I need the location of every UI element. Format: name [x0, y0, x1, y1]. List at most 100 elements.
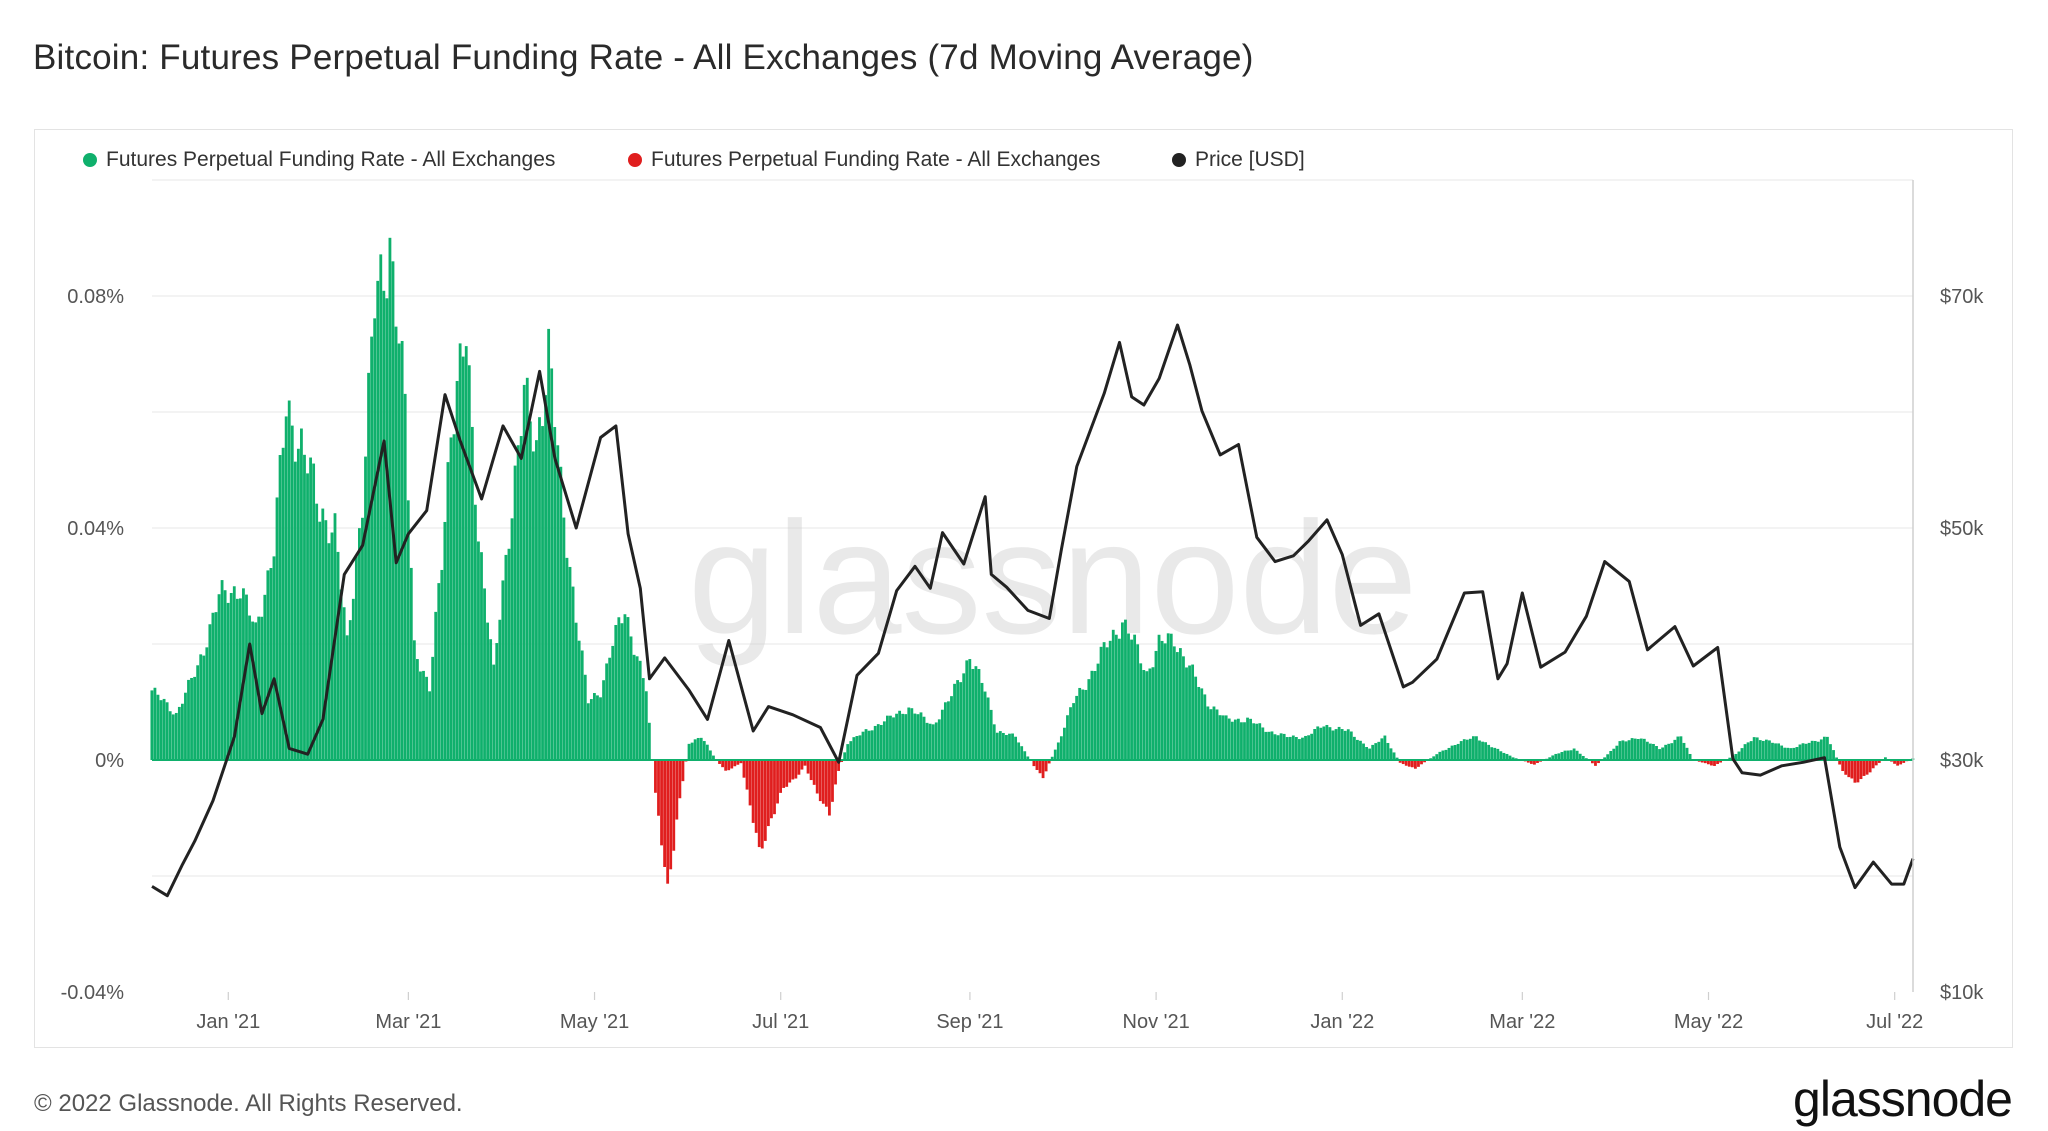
funding-bar-positive: [1359, 740, 1362, 760]
funding-bar-positive: [1356, 739, 1359, 760]
funding-bar-positive: [1133, 634, 1137, 760]
funding-bar-positive: [632, 654, 636, 760]
funding-bar-positive: [947, 701, 950, 760]
footer-brand-logo[interactable]: glassnode: [1793, 1071, 2013, 1127]
funding-bar-negative: [678, 760, 682, 799]
funding-bar-negative: [1856, 760, 1860, 783]
funding-bar-positive: [1322, 726, 1326, 760]
funding-bar-positive: [1758, 740, 1762, 760]
funding-bar-positive: [1093, 670, 1097, 760]
funding-bar-positive: [403, 393, 407, 760]
funding-bar-positive: [1072, 703, 1075, 760]
funding-bar-negative: [1401, 760, 1405, 765]
funding-bar-positive: [1163, 643, 1167, 760]
funding-bar-positive: [1124, 619, 1127, 760]
funding-bar-negative: [1847, 760, 1851, 778]
funding-bar-positive: [1191, 664, 1195, 760]
funding-bar-positive: [1139, 663, 1143, 760]
x-tick-label: Jul '21: [752, 1011, 809, 1033]
funding-bar-positive: [278, 455, 282, 760]
legend-label-funding-positive: Futures Perpetual Funding Rate - All Exc…: [106, 148, 556, 171]
funding-bar-positive: [385, 298, 389, 760]
funding-bar-positive: [846, 744, 850, 760]
right-tick-label: $30k: [1940, 750, 1984, 772]
funding-bar-negative: [1417, 760, 1420, 767]
left-tick-label: 0.04%: [67, 518, 124, 540]
funding-bar-positive: [1063, 727, 1066, 760]
funding-bar-negative: [803, 760, 807, 766]
funding-bar-positive: [223, 590, 227, 760]
funding-bar-positive: [1786, 747, 1790, 760]
funding-bar-negative: [1410, 760, 1414, 768]
funding-bar-positive: [1645, 741, 1649, 760]
funding-bar-positive: [1627, 740, 1631, 760]
funding-bar-positive: [1377, 741, 1381, 760]
funding-bar-positive: [1233, 719, 1237, 760]
funding-bar-positive: [480, 552, 483, 760]
funding-bar-positive: [986, 697, 990, 760]
funding-bar-positive: [1130, 639, 1133, 760]
funding-bar-positive: [1511, 757, 1515, 760]
funding-bar-positive: [235, 598, 239, 760]
funding-bar-positive: [449, 437, 453, 760]
funding-bar-negative: [1398, 760, 1402, 763]
funding-bar-positive: [153, 687, 157, 760]
funding-bar-positive: [303, 454, 306, 760]
funding-bar-positive: [1160, 640, 1164, 760]
funding-bar-positive: [556, 445, 560, 760]
funding-bar-positive: [1279, 733, 1283, 760]
funding-bar-positive: [1059, 736, 1063, 760]
legend-item-funding-negative[interactable]: Futures Perpetual Funding Rate - All Exc…: [628, 148, 1100, 172]
funding-bar-negative: [809, 760, 813, 781]
funding-bar-positive: [1816, 741, 1820, 760]
funding-bar-positive: [565, 557, 569, 760]
chart-panel: [34, 129, 2013, 1048]
funding-bar-positive: [599, 697, 602, 760]
funding-bar-positive: [1185, 667, 1188, 760]
funding-bar-positive: [1368, 748, 1372, 760]
funding-bar-positive: [339, 589, 343, 760]
funding-bar-positive: [547, 328, 551, 760]
funding-bar-positive: [1481, 741, 1484, 760]
legend-item-funding-positive[interactable]: Futures Perpetual Funding Rate - All Exc…: [83, 148, 555, 172]
funding-bar-positive: [1438, 751, 1442, 760]
funding-bar-positive: [409, 567, 413, 760]
funding-bar-positive: [1435, 754, 1439, 760]
funding-bar-positive: [1194, 676, 1198, 760]
funding-bar-positive: [300, 428, 303, 760]
funding-bar-positive: [1578, 753, 1582, 760]
funding-bar-positive: [858, 735, 862, 760]
x-tick-label: May '22: [1674, 1011, 1743, 1033]
funding-bar-positive: [1114, 634, 1118, 760]
funding-bar-positive: [1453, 745, 1457, 760]
funding-bar-positive: [464, 346, 468, 760]
funding-bar-positive: [528, 421, 532, 760]
funding-bar-positive: [571, 586, 575, 760]
funding-bar-positive: [156, 694, 160, 760]
funding-bar-positive: [1740, 748, 1744, 760]
funding-bar-positive: [412, 640, 416, 760]
funding-bar-negative: [681, 760, 685, 782]
funding-bar-positive: [458, 343, 462, 760]
funding-bar-positive: [336, 551, 340, 760]
funding-bar-positive: [434, 611, 438, 760]
funding-bar-positive: [1752, 737, 1756, 760]
funding-bar-positive: [1157, 634, 1161, 760]
funding-bar-positive: [1340, 729, 1344, 760]
funding-bar-positive: [959, 682, 963, 760]
funding-bar-positive: [330, 532, 334, 760]
funding-bar-positive: [1230, 721, 1234, 760]
x-axis-ticks: Jan '21 Mar '21 May '21 Jul '21 Sep '21 Nov '…: [196, 992, 1923, 1033]
funding-bar-negative: [1844, 760, 1848, 775]
funding-bar-positive: [1096, 663, 1100, 760]
funding-bar-positive: [290, 425, 294, 760]
funding-bar-positive: [205, 647, 209, 760]
funding-bar-positive: [1502, 752, 1506, 760]
funding-bar-positive: [208, 624, 212, 760]
funding-bar-positive: [443, 521, 447, 760]
legend-item-price[interactable]: Price [USD]: [1172, 148, 1305, 172]
funding-bar-positive: [1835, 757, 1838, 760]
funding-bar-positive: [394, 326, 398, 760]
funding-bar-negative: [730, 760, 734, 769]
funding-bar-positive: [583, 674, 587, 760]
